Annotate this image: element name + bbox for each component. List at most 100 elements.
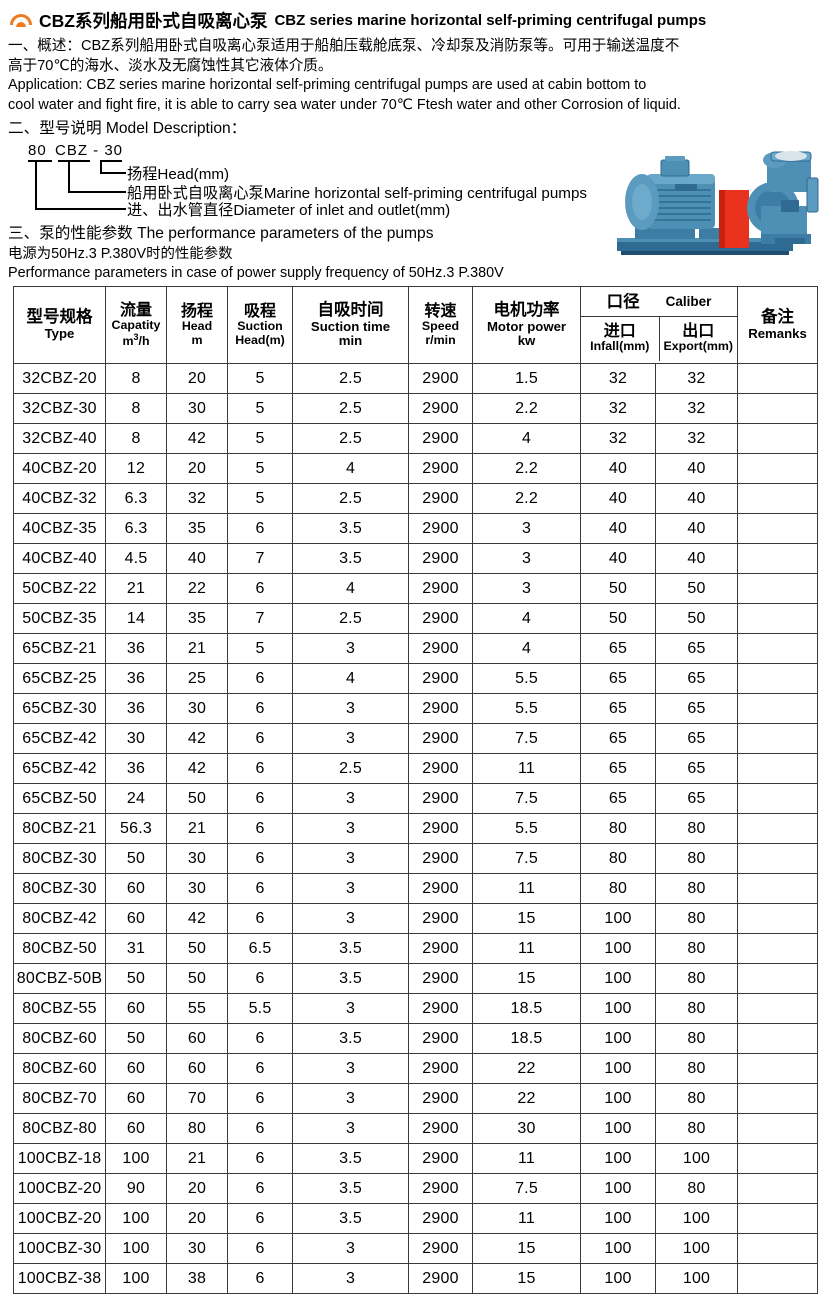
cell-remarks [737,513,819,544]
cell-suction-time: 3.5 [292,513,409,544]
cell-type: 32CBZ-20 [13,363,106,394]
model-description-heading: 二、型号说明 Model Description： [8,120,247,137]
cell-head: 40 [166,543,228,574]
table-row: 80CBZ-30 60 30 6 3 2900 11 80 80 [13,873,819,904]
cell-type: 80CBZ-60 [13,1023,106,1054]
cell-capacity: 100 [105,1203,167,1234]
cell-type: 100CBZ-30 [13,1233,106,1264]
cell-head: 30 [166,843,228,874]
cell-infall: 100 [580,1173,656,1204]
cell-infall: 40 [580,453,656,484]
col-header-capacity-en: Capatity [111,318,161,333]
table-row: 65CBZ-25 36 25 6 4 2900 5.5 65 65 [13,663,819,694]
cell-infall: 32 [580,393,656,424]
cell-speed: 2900 [408,843,473,874]
cell-motor-power: 22 [472,1053,581,1084]
cell-type: 50CBZ-22 [13,573,106,604]
leader-drop-diameter [35,160,37,209]
cell-export: 80 [654,993,739,1024]
cell-capacity: 60 [105,1083,167,1114]
cell-motor-power: 4 [472,603,581,634]
title-chinese: CBZ系列船用卧式自吸离心泵 [39,11,268,31]
cell-infall: 100 [580,1203,656,1234]
performance-note-cn: 电源为50Hz.3 P.380V时的性能参数 [8,246,233,262]
cell-motor-power: 15 [472,1233,581,1264]
cell-suction-head: 5 [227,483,293,514]
cell-suction-time: 4 [292,573,409,604]
cell-head: 30 [166,873,228,904]
col-header-speed-unit: r/min [425,332,456,347]
cell-export: 50 [654,603,739,634]
table-row: 50CBZ-22 21 22 6 4 2900 3 50 50 [13,573,819,604]
cell-head: 50 [166,933,228,964]
cell-type: 50CBZ-35 [13,603,106,634]
cell-export: 80 [654,843,739,874]
cell-suction-time: 3 [292,873,409,904]
cell-type: 65CBZ-42 [13,753,106,784]
col-header-suction-time-en: Suction time [310,318,391,334]
cell-type: 100CBZ-18 [13,1143,106,1174]
cell-type: 65CBZ-25 [13,663,106,694]
cell-remarks [737,933,819,964]
cell-head: 42 [166,903,228,934]
cell-export: 100 [654,1233,739,1264]
cell-capacity: 36 [105,693,167,724]
cell-remarks [737,753,819,784]
col-header-caliber-group: 口径 Caliber 进口 Infall(mm) 出口 Export(mm) [579,286,739,364]
cell-capacity: 50 [105,1023,167,1054]
cell-suction-head: 5 [227,363,293,394]
cell-suction-head: 6 [227,693,293,724]
cell-head: 30 [166,1233,228,1264]
cell-capacity: 30 [105,723,167,754]
cell-capacity: 6.3 [105,513,167,544]
cell-speed: 2900 [408,663,473,694]
cell-suction-head: 6 [227,783,293,814]
cell-capacity: 36 [105,633,167,664]
cell-motor-power: 11 [472,873,581,904]
performance-heading: 三、泵的性能参数 The performance parameters of t… [8,225,434,242]
cell-type: 80CBZ-70 [13,1083,106,1114]
cell-suction-time: 2.5 [292,363,409,394]
table-row: 100CBZ-38 100 38 6 3 2900 15 100 100 [13,1263,819,1294]
cell-type: 40CBZ-35 [13,513,106,544]
table-row: 65CBZ-21 36 21 5 3 2900 4 65 65 [13,633,819,664]
cell-capacity: 56.3 [105,813,167,844]
cell-speed: 2900 [408,903,473,934]
cell-capacity: 60 [105,873,167,904]
cell-capacity: 60 [105,1053,167,1084]
col-header-export-en: Export(mm) [663,339,734,354]
leader-drop-series [68,160,70,192]
cell-suction-head: 7 [227,543,293,574]
cell-motor-power: 3 [472,543,581,574]
cell-export: 40 [654,513,739,544]
col-header-head-cn: 扬程 [180,302,213,320]
cell-head: 21 [166,633,228,664]
cell-head: 21 [166,1143,228,1174]
cell-suction-head: 6 [227,813,293,844]
cell-suction-time: 2.5 [292,423,409,454]
cell-suction-time: 2.5 [292,753,409,784]
cell-export: 65 [654,783,739,814]
cell-capacity: 14 [105,603,167,634]
cell-capacity: 90 [105,1173,167,1204]
cell-speed: 2900 [408,393,473,424]
cell-capacity: 100 [105,1143,167,1174]
cell-remarks [737,873,819,904]
cell-export: 100 [654,1143,739,1174]
cell-capacity: 21 [105,573,167,604]
cell-export: 50 [654,573,739,604]
cell-motor-power: 15 [472,963,581,994]
table-row: 80CBZ-55 60 55 5.5 3 2900 18.5 100 80 [13,993,819,1024]
col-header-type-en: Type [44,325,75,341]
col-header-speed-en: Speed [421,319,460,334]
cell-speed: 2900 [408,873,473,904]
cell-suction-head: 6 [227,723,293,754]
cell-capacity: 6.3 [105,483,167,514]
cell-head: 21 [166,813,228,844]
leader-drop-head [100,160,102,173]
table-row: 32CBZ-20 8 20 5 2.5 2900 1.5 32 32 [13,363,819,394]
leader-horiz-head [100,172,126,174]
cell-export: 80 [654,813,739,844]
cell-infall: 80 [580,813,656,844]
cell-remarks [737,1203,819,1234]
